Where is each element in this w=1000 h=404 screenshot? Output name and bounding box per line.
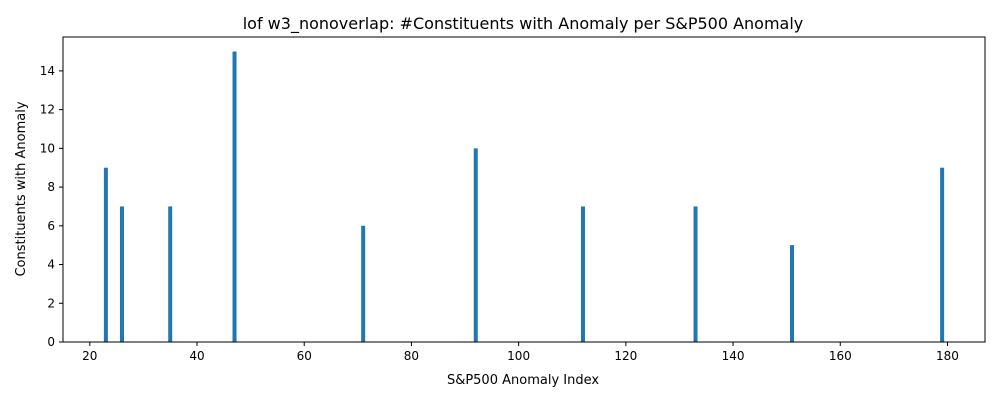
bar: [103, 167, 108, 342]
y-tick-label: 8: [47, 180, 55, 194]
bar: [232, 51, 237, 343]
bar: [790, 245, 795, 342]
bar: [693, 206, 698, 342]
x-axis-ticks: 20 40 60 80 100 120 140 160 180: [82, 342, 959, 363]
x-tick-label: 40: [189, 349, 204, 363]
bar: [361, 225, 366, 342]
y-tick-label: 12: [40, 103, 55, 117]
y-tick-label: 6: [47, 219, 55, 233]
bar: [168, 206, 173, 342]
x-tick-label: 80: [404, 349, 419, 363]
y-tick-label: 4: [47, 258, 55, 272]
x-axis-label: S&P500 Anomaly Index: [447, 373, 599, 388]
y-tick-label: 0: [47, 335, 55, 349]
y-tick-label: 10: [40, 141, 55, 155]
bar: [473, 148, 478, 342]
y-tick-label: 2: [47, 296, 55, 310]
x-tick-label: 180: [936, 349, 959, 363]
x-tick-label: 120: [614, 349, 637, 363]
x-tick-label: 160: [829, 349, 852, 363]
plot-frame: [62, 36, 986, 343]
y-tick-label: 14: [40, 64, 55, 78]
bars-layer: [103, 51, 945, 343]
bar: [940, 167, 945, 342]
bar: [119, 206, 124, 342]
y-axis-label: Constituents with Anomaly: [14, 101, 29, 276]
y-axis-ticks: 0 2 4 6 8 10 12 14: [40, 64, 63, 349]
bar: [580, 206, 585, 342]
x-tick-label: 100: [507, 349, 530, 363]
chart-title: lof w3_nonoverlap: #Constituents with An…: [243, 14, 804, 34]
x-tick-label: 140: [722, 349, 745, 363]
x-tick-label: 60: [297, 349, 312, 363]
x-tick-label: 20: [82, 349, 97, 363]
